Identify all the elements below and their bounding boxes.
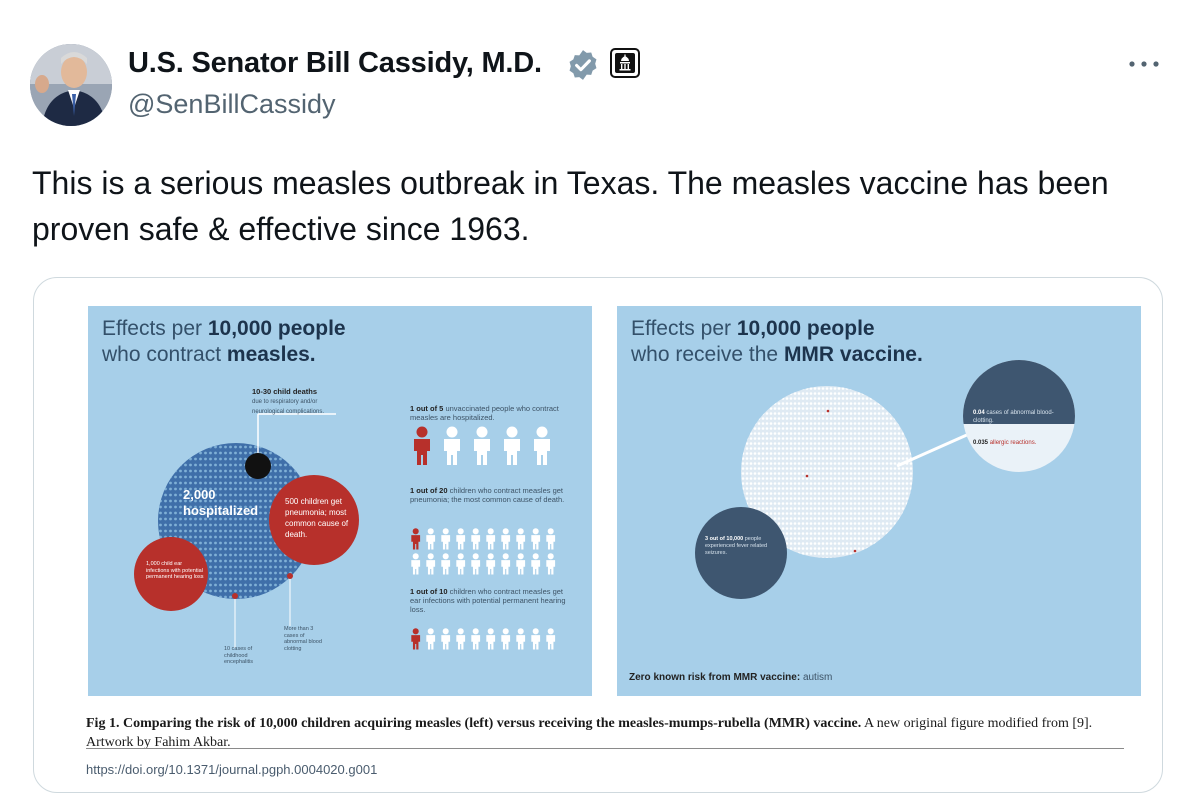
allergic-label: 0.035 allergic reactions. [973,440,1037,446]
stat-hospitalized: 1 out of 5 unvaccinated people who contr… [410,404,559,422]
ear-infection-label: 1,000 child ear infections with potentia… [146,561,204,580]
author-name[interactable]: U.S. Senator Bill Cassidy, M.D. [128,47,542,79]
measles-title-line1: Effects per 10,000 people [102,317,346,340]
verified-badge-icon [569,50,597,80]
vaccine-title-line2: who receive the MMR vaccine. [631,343,923,366]
vaccine-clotting-label: 0.04 cases of abnormal blood-clotting. [973,410,1054,424]
measles-effects-panel: Effects per 10,000 people who contract m… [88,306,592,696]
encephalitis-label: 10 cases of childhood encephalitis [224,646,254,665]
measles-illustration [134,413,556,650]
measles-title-line2: who contract measles. [102,343,316,366]
zero-risk-label: Zero known risk from MMR vaccine: autism [629,672,833,683]
vaccine-illustration [695,360,1075,599]
vaccine-title-line1: Effects per 10,000 people [631,317,875,340]
government-badge-icon [610,48,640,78]
doi-link[interactable]: https://doi.org/10.1371/journal.pgph.000… [86,762,378,777]
author-handle[interactable]: @SenBillCassidy [128,89,336,119]
media-card[interactable]: Effects per 10,000 people who contract m… [33,277,1163,793]
deaths-label: 10-30 child deaths due to respiratory and… [252,387,325,415]
stat-ear-infection: 1 out of 10 children who contract measle… [410,587,566,614]
hospitalized-label: 2,000 hospitalized [183,487,259,518]
avatar[interactable] [30,44,112,126]
clotting-label: More than 3 cases of abnormal blood clot… [284,626,322,652]
seizure-label: 3 out of 10,000 people experienced fever… [705,536,768,556]
pneumonia-label: 500 children get pneumonia; most common … [285,497,349,539]
figure-caption: Fig 1. Comparing the risk of 10,000 chil… [86,716,1093,750]
tweet-text: This is a serious measles outbreak in Te… [32,165,1109,247]
more-options-icon[interactable] [1126,56,1162,72]
vaccine-effects-panel: Effects per 10,000 people who receive th… [617,306,1141,696]
stat-pneumonia: 1 out of 20 children who contract measle… [410,486,565,504]
caption-divider [86,748,1124,749]
